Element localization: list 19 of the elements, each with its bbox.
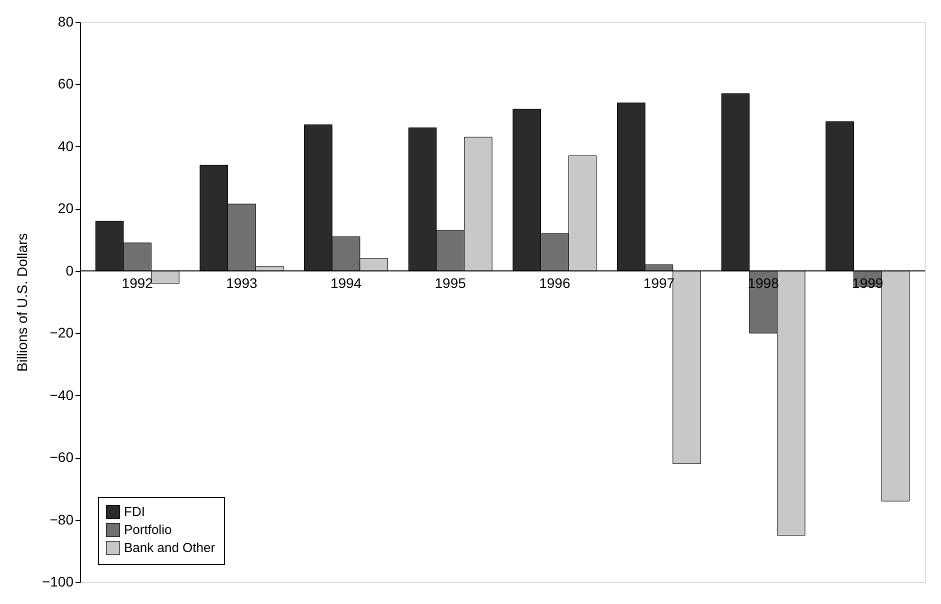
x-tick-label: 1992 — [122, 274, 154, 291]
y-tick-label: −80 — [50, 511, 74, 528]
y-tick-label: −40 — [50, 386, 74, 403]
legend-label: Bank and Other — [124, 540, 216, 555]
y-tick-label: 20 — [58, 200, 74, 216]
x-tick-label: 1995 — [434, 274, 466, 291]
y-tick-label: −20 — [50, 324, 74, 341]
y-tick-label: 80 — [58, 14, 74, 30]
y-tick-label: 40 — [58, 138, 74, 154]
y-tick-label: 0 — [66, 262, 74, 278]
x-tick-label: 1994 — [330, 274, 362, 291]
y-tick-label: −60 — [50, 449, 74, 466]
y-axis-title: Billions of U.S. Dollars — [14, 233, 30, 372]
x-tick-label: 1993 — [226, 274, 258, 291]
y-tick-label: 60 — [58, 76, 74, 92]
legend-label: Portfolio — [124, 522, 172, 537]
y-tick-label: −100 — [42, 574, 74, 590]
legend-label: FDI — [124, 504, 145, 519]
x-tick-label: 1996 — [539, 274, 570, 291]
